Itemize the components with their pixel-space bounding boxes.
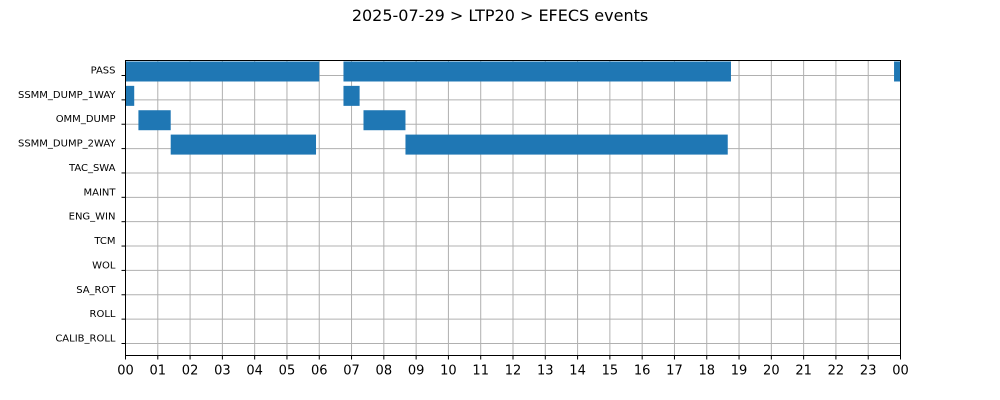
y-tick-label: SSMM_DUMP_1WAY: [18, 90, 116, 101]
x-tick-label: 13: [537, 364, 554, 379]
x-tick-label: 19: [731, 364, 748, 379]
x-tick-label: 14: [569, 364, 586, 379]
bar-layer: [125, 61, 901, 155]
grid-layer: [125, 60, 901, 356]
event-bar-pass: [343, 61, 731, 82]
y-tick-labels: PASS SSMM_DUMP_1WAY OMM_DUMP SSMM_DUMP_2WAY…: [18, 66, 116, 345]
x-tick-label: 00: [117, 364, 134, 379]
event-bar-omm-dump: [363, 110, 406, 131]
x-tick-label: 12: [505, 364, 522, 379]
x-tick-label: 11: [472, 364, 489, 379]
x-tick-label: 07: [343, 364, 360, 379]
event-bar-omm-dump: [138, 110, 171, 131]
x-tick-labels: 00 01 02 03 04 05 06 07 08 09 10 11 12 13 14 15 16 17 18 19…: [117, 364, 909, 379]
y-tick-label: TAC_SWA: [68, 163, 116, 174]
chart-title: 2025-07-29 > LTP20 > EFECS events: [351, 6, 649, 25]
x-tick-label: 20: [763, 364, 780, 379]
event-bar-ssmm-dump-1way: [343, 85, 360, 106]
y-tick-label: PASS: [91, 66, 116, 77]
x-tick-label: 16: [634, 364, 651, 379]
y-tick-label: SA_ROT: [76, 285, 116, 296]
x-tick-label: 01: [150, 364, 167, 379]
y-tick-label: CALIB_ROLL: [55, 334, 116, 345]
x-tick-label: 00: [892, 364, 909, 379]
y-tick-label: ROLL: [90, 309, 116, 320]
event-bar-pass: [125, 61, 320, 82]
x-tick-label: 02: [182, 364, 199, 379]
event-bar-ssmm-dump-2way: [405, 134, 728, 155]
y-tick-label: OMM_DUMP: [56, 114, 116, 125]
event-bar-pass: [894, 61, 901, 82]
y-tick-label: MAINT: [83, 187, 116, 198]
x-tick-label: 23: [860, 364, 877, 379]
tick-layer: [121, 75, 901, 360]
x-tick-label: 08: [376, 364, 393, 379]
event-bar-ssmm-dump-1way: [125, 85, 135, 106]
x-tick-label: 22: [828, 364, 845, 379]
y-tick-label: ENG_WIN: [69, 212, 116, 223]
y-tick-label: SSMM_DUMP_2WAY: [18, 139, 116, 150]
x-tick-label: 21: [795, 364, 812, 379]
x-tick-label: 04: [246, 364, 263, 379]
x-tick-label: 18: [698, 364, 715, 379]
x-tick-label: 03: [214, 364, 231, 379]
x-tick-label: 17: [666, 364, 683, 379]
x-tick-label: 09: [408, 364, 425, 379]
x-tick-label: 06: [311, 364, 328, 379]
x-tick-label: 15: [602, 364, 619, 379]
x-tick-label: 05: [279, 364, 296, 379]
y-tick-label: TCM: [93, 236, 115, 247]
x-tick-label: 10: [440, 364, 457, 379]
event-bar-ssmm-dump-2way: [170, 134, 317, 155]
y-tick-label: WOL: [92, 260, 116, 271]
